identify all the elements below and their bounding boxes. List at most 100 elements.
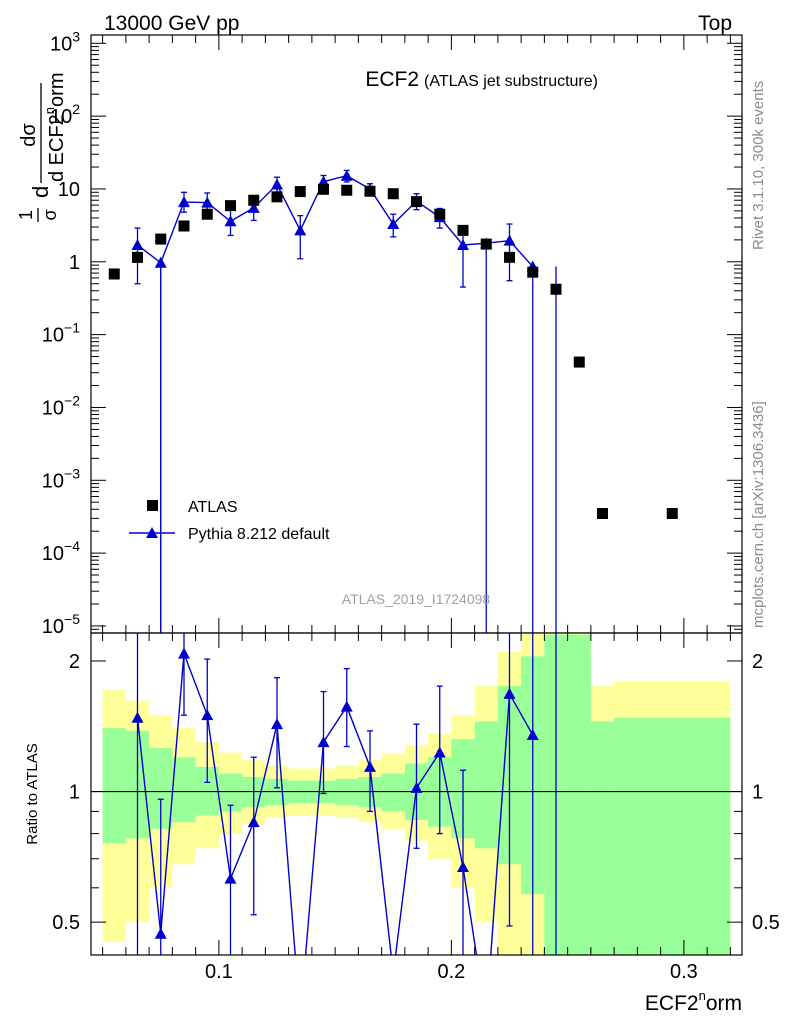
data-marker xyxy=(271,191,283,203)
ratio-inner-band xyxy=(590,721,615,955)
ratio-inner-band xyxy=(567,634,591,955)
ratio-inner-band xyxy=(218,773,243,812)
main-plot-marks xyxy=(108,169,678,633)
ratio-inner-band xyxy=(381,773,405,812)
analysis-id: ATLAS_2019_I1724098 xyxy=(342,591,491,607)
ratio-marker xyxy=(410,781,423,793)
data-marker xyxy=(457,224,469,236)
ratio-marker xyxy=(526,729,539,741)
data-marker xyxy=(666,507,678,519)
ratio-marker xyxy=(340,700,353,712)
data-marker xyxy=(364,185,376,197)
mc-marker xyxy=(387,218,400,230)
ratio-y-tick-label: 2 xyxy=(69,651,80,673)
mcplots-label: mcplots.cern.ch [arXiv:1306.3436] xyxy=(750,401,767,628)
data-marker xyxy=(550,283,562,295)
ratio-inner-band xyxy=(149,748,173,829)
y-label-denominator: d ECF2norm xyxy=(42,73,68,183)
ratio-y-tick-label-right: 0.5 xyxy=(752,912,780,934)
ratio-marker xyxy=(247,816,260,828)
legend-atlas-label: ATLAS xyxy=(188,499,238,516)
data-marker xyxy=(318,183,329,195)
ratio-x-tick-label: 0.2 xyxy=(437,961,465,983)
ratio-y-tick-label: 1 xyxy=(69,782,80,804)
legend-pythia-label: Pythia 8.212 default xyxy=(188,526,330,543)
main-y-tick-label: 10−1 xyxy=(42,320,80,347)
ratio-y-tick-label-right: 1 xyxy=(752,782,763,804)
main-y-axis-label: 1 σ d dσ d ECF2norm xyxy=(16,73,68,222)
ratio-inner-band xyxy=(172,757,196,823)
ratio-y-tick-label-right: 2 xyxy=(752,651,763,673)
y-label-prefix-num: 1 xyxy=(16,210,36,220)
main-y-tick-label: 10−2 xyxy=(42,392,80,419)
ratio-inner-band xyxy=(614,717,731,955)
data-marker xyxy=(178,220,190,232)
main-y-tick-label: 10 xyxy=(58,179,80,201)
mc-marker xyxy=(201,196,214,208)
data-marker xyxy=(132,251,143,263)
mc-marker xyxy=(224,215,237,227)
mc-marker xyxy=(131,239,144,251)
mc-marker xyxy=(340,169,353,181)
ratio-marker xyxy=(224,872,237,884)
ratio-marker xyxy=(457,861,469,873)
data-marker xyxy=(573,356,585,368)
legend-pythia-marker xyxy=(146,527,158,538)
mc-marker xyxy=(503,234,516,246)
main-subtitle: (ATLAS jet substructure) xyxy=(424,73,598,90)
ratio-x-tick-label: 0.1 xyxy=(205,961,233,983)
data-marker xyxy=(504,251,515,263)
data-marker xyxy=(434,208,446,220)
data-marker xyxy=(411,196,422,208)
ratio-marker xyxy=(154,927,167,939)
data-marker xyxy=(155,233,167,245)
legend: ATLAS Pythia 8.212 default xyxy=(129,499,330,543)
main-y-tick-label: 10−3 xyxy=(42,465,80,492)
y-label-prefix-den: σ xyxy=(40,209,60,220)
ratio-panel: 0.5 0.5 1 1 2 2 0.1 0.2 0.3 Ratio to ATLAS ECF2n… xyxy=(24,632,780,1015)
mc-marker xyxy=(457,239,469,251)
ratio-inner-band xyxy=(474,721,498,849)
mc-marker xyxy=(178,196,190,208)
data-marker xyxy=(597,507,608,519)
legend-atlas-marker xyxy=(147,500,158,511)
data-marker xyxy=(248,194,260,206)
data-marker xyxy=(201,208,213,220)
data-marker xyxy=(294,186,306,198)
ratio-ticks: 0.5 0.5 1 1 2 2 0.1 0.2 0.3 xyxy=(52,633,780,983)
x-axis-label: ECF2norm xyxy=(645,988,742,1015)
main-y-tick-label: 10−5 xyxy=(42,611,80,638)
ratio-x-tick-label: 0.3 xyxy=(670,961,698,983)
data-marker xyxy=(225,200,236,212)
rivet-label: Rivet 3.1.10, 300k events xyxy=(750,81,767,250)
main-y-tick-label: 103 xyxy=(50,28,80,55)
main-plot-frame xyxy=(90,34,743,634)
ratio-series-line xyxy=(136,653,534,955)
data-marker xyxy=(341,184,353,196)
data-marker xyxy=(480,238,492,250)
data-marker xyxy=(527,266,539,278)
mc-series-line xyxy=(137,174,534,268)
main-y-tick-label: 10−4 xyxy=(42,538,80,565)
ratio-marker xyxy=(201,709,214,721)
mc-marker xyxy=(154,256,167,268)
ratio-plot-marks xyxy=(91,633,742,955)
process-label: Top xyxy=(698,12,732,35)
mc-marker xyxy=(294,224,307,236)
data-marker xyxy=(108,268,120,280)
ratio-inner-band xyxy=(102,728,126,844)
main-title: ECF2 xyxy=(365,68,419,91)
ratio-marker xyxy=(433,746,446,758)
ratio-marker xyxy=(317,736,330,748)
ratio-marker xyxy=(178,647,190,659)
ratio-marker xyxy=(271,718,283,730)
ratio-plot-frame xyxy=(90,632,743,956)
main-y-tick-label: 1 xyxy=(69,252,80,274)
y-label-numerator: dσ xyxy=(18,123,40,147)
y-label-d: d xyxy=(28,186,53,198)
ratio-marker xyxy=(131,711,144,723)
beam-label: 13000 GeV pp xyxy=(104,12,239,35)
